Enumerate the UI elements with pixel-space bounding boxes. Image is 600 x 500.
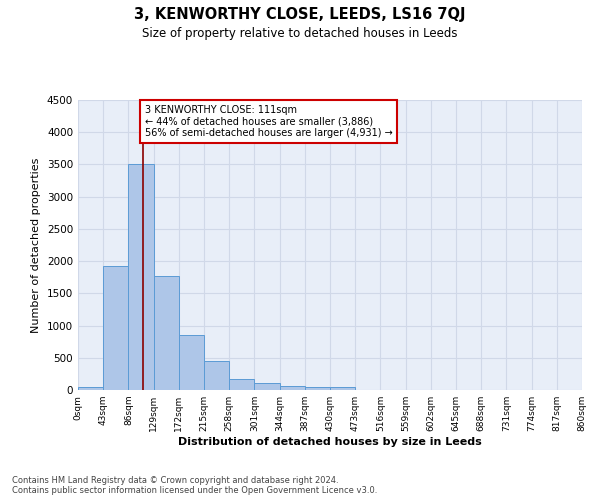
Y-axis label: Number of detached properties: Number of detached properties [31,158,41,332]
Bar [128,164,154,390]
Bar [229,378,254,390]
Bar [179,335,204,390]
Bar [330,387,355,390]
Bar [280,386,305,390]
X-axis label: Distribution of detached houses by size in Leeds: Distribution of detached houses by size … [178,437,482,447]
Bar [103,266,128,390]
Bar [154,276,179,390]
Text: Size of property relative to detached houses in Leeds: Size of property relative to detached ho… [142,28,458,40]
Text: 3, KENWORTHY CLOSE, LEEDS, LS16 7QJ: 3, KENWORTHY CLOSE, LEEDS, LS16 7QJ [134,8,466,22]
Bar [305,387,330,390]
Bar [254,383,280,390]
Bar [204,361,229,390]
Text: 3 KENWORTHY CLOSE: 111sqm
← 44% of detached houses are smaller (3,886)
56% of se: 3 KENWORTHY CLOSE: 111sqm ← 44% of detac… [145,105,392,138]
Text: Contains HM Land Registry data © Crown copyright and database right 2024.
Contai: Contains HM Land Registry data © Crown c… [12,476,377,495]
Bar [78,387,103,390]
